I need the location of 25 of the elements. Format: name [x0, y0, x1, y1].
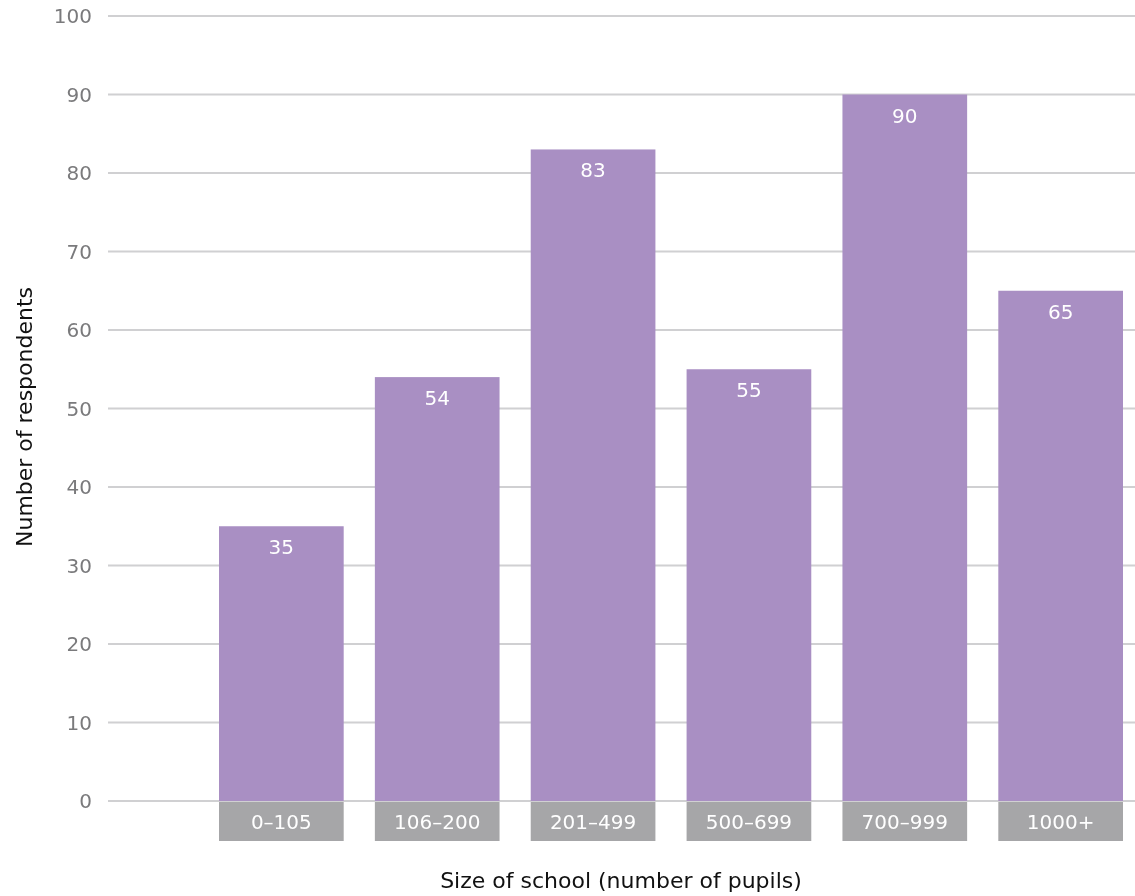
y-tick-label: 20	[66, 632, 92, 656]
data-label: 83	[580, 158, 606, 183]
y-tick-label: 40	[66, 475, 92, 499]
y-tick-label: 60	[66, 318, 92, 342]
x-tick-label: 201–499	[549, 810, 637, 834]
data-label: 65	[1047, 299, 1074, 324]
data-label: 55	[736, 378, 762, 403]
data-label: 90	[892, 103, 918, 128]
y-tick-label: 10	[66, 710, 92, 735]
y-tick-label: 50	[66, 396, 92, 421]
x-tick-label: 700–999	[861, 810, 948, 834]
x-tick-label: 1000+	[1026, 810, 1095, 834]
x-tick-label: 0–105	[250, 810, 312, 834]
x-tick-label: 106–200	[394, 810, 481, 834]
y-tick-label: 100	[53, 4, 92, 28]
y-tick-label: 80	[66, 161, 92, 185]
data-label: 54	[424, 386, 450, 411]
y-tick-label: 70	[66, 239, 92, 264]
y-tick-label: 90	[66, 82, 92, 107]
x-axis-title: Size of school (number of pupils)	[440, 868, 802, 893]
data-label: 35	[268, 535, 295, 560]
y-tick-label: 30	[66, 553, 92, 578]
y-axis-title: Number of respondents	[12, 286, 37, 548]
y-tick-label: 0	[79, 789, 92, 813]
x-tick-label: 500–699	[705, 810, 793, 834]
